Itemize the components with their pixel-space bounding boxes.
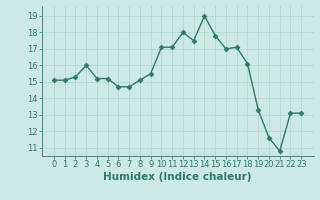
X-axis label: Humidex (Indice chaleur): Humidex (Indice chaleur) <box>103 172 252 182</box>
